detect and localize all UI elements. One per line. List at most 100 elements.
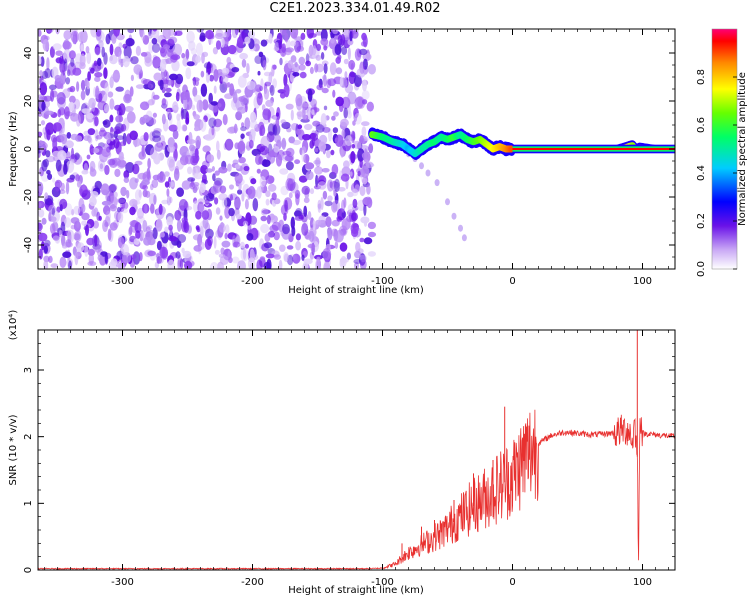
noise-blob: [246, 63, 250, 74]
noise-blob: [59, 198, 68, 210]
noise-blob: [65, 77, 71, 85]
noise-blob: [153, 152, 161, 165]
noise-blob: [44, 110, 55, 116]
noise-blob: [109, 54, 118, 65]
noise-blob: [303, 197, 310, 204]
noise-blob: [108, 184, 117, 193]
noise-blob: [321, 60, 329, 66]
noise-blob: [257, 70, 261, 76]
noise-blob: [256, 168, 261, 174]
noise-blob: [284, 155, 294, 162]
noise-blob: [367, 64, 376, 75]
noise-blob: [56, 92, 66, 105]
noise-blob: [280, 185, 289, 196]
noise-blob: [305, 60, 311, 67]
noise-blob: [41, 217, 47, 225]
colorbar-tick-label: 0.2: [696, 213, 707, 229]
noise-blob: [279, 57, 283, 66]
noise-blob: [168, 73, 179, 81]
noise-blob: [50, 263, 59, 268]
noise-blob: [334, 178, 340, 193]
noise-blob: [351, 188, 359, 197]
noise-blob: [166, 195, 171, 206]
snr-x-axis-label: Height of straight line (km): [288, 585, 424, 596]
noise-blob: [359, 259, 367, 269]
noise-blob: [265, 175, 275, 185]
noise-blob: [232, 91, 238, 104]
noise-blob: [172, 43, 183, 57]
noise-blob: [185, 67, 192, 80]
noise-blob: [55, 159, 62, 172]
noise-blob: [263, 88, 270, 100]
noise-blob: [142, 79, 152, 85]
noise-blob: [204, 198, 210, 205]
spectrogram-signal-track: [368, 127, 675, 160]
noise-blob: [176, 160, 185, 170]
noise-blob: [94, 72, 103, 78]
noise-blob: [58, 229, 63, 238]
noise-blob: [39, 82, 48, 96]
noise-blob: [301, 254, 305, 261]
noise-blob: [63, 58, 68, 72]
noise-blob: [187, 166, 193, 175]
noise-blob: [328, 128, 332, 142]
noise-blob: [63, 30, 72, 40]
noise-blob: [68, 260, 72, 269]
noise-blob: [225, 29, 231, 38]
noise-blob: [133, 64, 143, 75]
noise-blob: [288, 192, 293, 199]
noise-blob: [353, 140, 362, 149]
noise-blob: [312, 219, 316, 231]
noise-blob: [52, 137, 58, 151]
noise-blob: [176, 187, 185, 197]
noise-blob: [309, 66, 314, 75]
noise-blob: [87, 134, 92, 143]
noise-blob: [262, 158, 268, 166]
noise-blob: [182, 124, 188, 132]
noise-blob: [302, 134, 311, 141]
noise-blob: [142, 114, 150, 123]
noise-blob: [114, 168, 121, 178]
noise-blob: [109, 114, 114, 123]
noise-blob: [81, 108, 91, 114]
noise-blob: [283, 251, 289, 263]
colorbar-label: Normalized spectral amplitude: [737, 72, 748, 226]
noise-blob: [109, 43, 114, 56]
noise-blob: [166, 216, 173, 227]
noise-blob: [121, 123, 127, 132]
noise-blob: [59, 256, 67, 268]
noise-blob: [192, 234, 202, 241]
noise-blob: [167, 259, 175, 269]
noise-blob: [168, 224, 173, 231]
spectrogram-x-axis-label: Height of straight line (km): [288, 285, 424, 296]
noise-blob: [290, 109, 294, 121]
noise-blob: [60, 71, 66, 85]
noise-blob: [184, 154, 193, 165]
noise-blob: [49, 46, 55, 58]
noise-blob: [122, 55, 130, 68]
noise-blob: [275, 154, 283, 167]
noise-blob: [137, 207, 144, 219]
noise-blob: [367, 221, 376, 230]
noise-blob: [152, 29, 157, 32]
noise-blob: [121, 208, 128, 214]
noise-blob: [89, 160, 96, 173]
noise-blob: [118, 103, 126, 116]
noise-blob: [139, 29, 144, 38]
noise-blob: [38, 232, 48, 242]
noise-blob: [201, 52, 205, 64]
noise-blob: [333, 189, 337, 197]
noise-blob: [362, 177, 368, 185]
noise-blob: [94, 180, 103, 190]
noise-blob: [175, 91, 180, 102]
noise-blob: [117, 206, 121, 213]
noise-blob: [286, 172, 296, 184]
noise-blob: [360, 41, 367, 47]
noise-blob: [259, 256, 266, 262]
noise-blob: [103, 67, 108, 79]
noise-blob: [156, 240, 162, 251]
noise-blob: [350, 151, 356, 164]
noise-blob: [48, 212, 53, 222]
noise-blob: [294, 61, 298, 68]
